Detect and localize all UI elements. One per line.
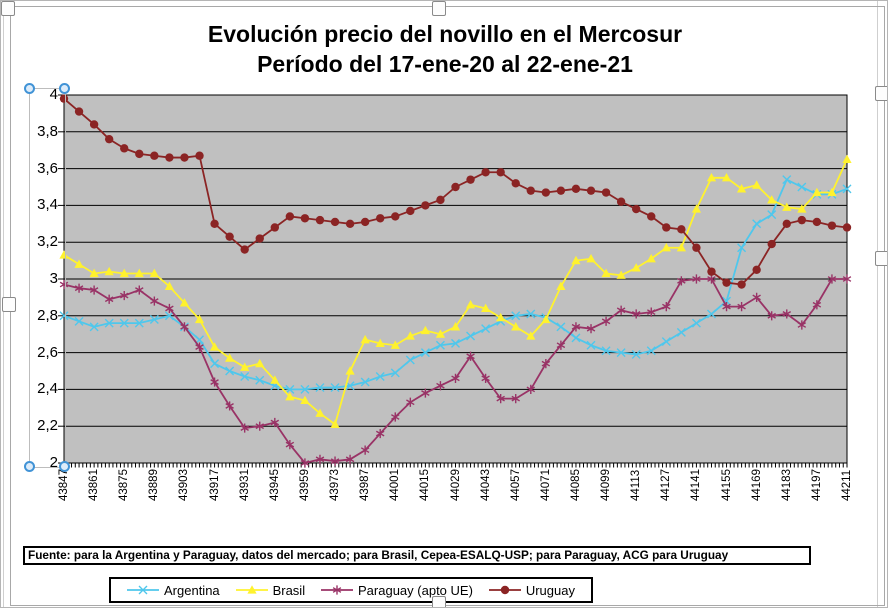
x-axis-label[interactable]: 43931 [238,469,251,501]
legend-label: Paraguay (apto UE) [358,582,473,598]
x-axis-label[interactable]: 44183 [780,469,793,501]
x-axis-label[interactable]: 44127 [660,469,673,501]
x-axis-label[interactable]: 44085 [569,469,582,501]
legend[interactable]: Argentina Brasil Paraguay (apto UE) Uruguay [109,577,593,603]
legend-label: Brasil [272,582,306,598]
x-axis-label[interactable]: 44155 [720,469,733,501]
x-axis-label[interactable]: 44197 [810,469,823,501]
legend-marker-icon [488,585,521,595]
y-axis-label[interactable]: 3,8 [37,122,58,140]
selection-handle-right-upper[interactable] [875,86,887,101]
x-axis-label[interactable]: 44169 [750,469,763,501]
series-paraguay-apto-ue[interactable] [59,274,852,468]
x-axis-label[interactable]: 43903 [178,469,191,501]
chart-title: Evolución precio del novillo en el Merco… [207,21,683,47]
legend-item-brasil[interactable]: Brasil [235,582,306,598]
x-axis-label[interactable]: 44015 [419,469,432,501]
legend-marker-icon [235,585,268,594]
x-axis-label[interactable]: 43889 [148,469,161,501]
legend-item-paraguay-apto-ue[interactable]: Paraguay (apto UE) [321,583,473,598]
axis-handle-top-left[interactable] [24,83,35,94]
y-axis-label[interactable]: 3,4 [37,196,58,214]
gridlines [64,131,847,427]
y-axis-label[interactable]: 2,6 [37,343,58,361]
legend-item-uruguay[interactable]: Uruguay [488,582,575,598]
x-axis-label[interactable]: 44099 [600,469,613,501]
x-axis-label[interactable]: 44113 [630,469,643,501]
x-axis-label[interactable]: 43959 [298,469,311,501]
y-axis-label[interactable]: 3,6 [37,159,58,177]
selection-handle-right-middle[interactable] [875,251,887,266]
x-axis-label[interactable]: 44211 [841,469,853,501]
chart-subtitle: Período del 17-ene-20 al 22-ene-21 [257,51,633,77]
chart-title-block[interactable]: Evolución precio del novillo en el Merco… [1,19,887,79]
window-right-border [877,1,878,607]
legend-marker-icon [321,585,354,595]
axis-handle-top-right[interactable] [59,83,70,94]
y-axis-label[interactable]: 3 [49,270,58,287]
selection-handle-top-left[interactable] [1,1,15,16]
x-axis-label[interactable]: 44071 [539,469,552,501]
x-axis-label[interactable]: 43847 [58,469,70,501]
x-axis-label[interactable]: 43861 [88,469,101,501]
legend-item-argentina[interactable]: Argentina [127,583,220,598]
selection-handle-top-center[interactable] [432,1,446,16]
source-note[interactable]: Fuente: para la Argentina y Paraguay, da… [23,546,811,565]
x-axis-label[interactable]: 44057 [509,469,522,501]
y-axis-selection-box [29,88,66,468]
x-axis-label[interactable]: 44043 [479,469,492,501]
x-axis-label[interactable]: 43945 [268,469,281,501]
x-axis-label[interactable]: 43973 [329,469,342,501]
y-axis-label[interactable]: 2 [49,454,58,471]
x-axis-label[interactable]: 43917 [208,469,221,501]
legend-label: Uruguay [525,582,575,598]
legend-label: Argentina [164,582,220,598]
series-argentina[interactable] [59,175,852,394]
x-axis-ticks [63,463,848,468]
axis-handle-bottom-right[interactable] [59,461,70,472]
y-axis-label[interactable]: 4 [49,86,58,103]
selection-handle-bottom-center[interactable] [432,596,446,607]
y-axis-label[interactable]: 2,4 [37,380,58,398]
y-axis-label[interactable]: 2,8 [37,306,58,324]
legend-marker-icon [127,585,159,595]
y-axis-label[interactable]: 3,2 [37,233,58,251]
selection-handle-left-middle[interactable] [2,297,16,312]
series-brasil[interactable] [59,154,852,428]
x-axis-label[interactable]: 44029 [449,469,462,501]
y-axis-label[interactable]: 2,2 [37,417,58,435]
x-axis-label[interactable]: 43987 [359,469,372,501]
x-axis-label[interactable]: 44141 [690,469,703,501]
axis-handle-bottom-left[interactable] [24,461,35,472]
series-uruguay[interactable] [59,94,852,289]
x-axis-label[interactable]: 44001 [389,469,402,501]
x-axis-label[interactable]: 43875 [118,469,131,501]
